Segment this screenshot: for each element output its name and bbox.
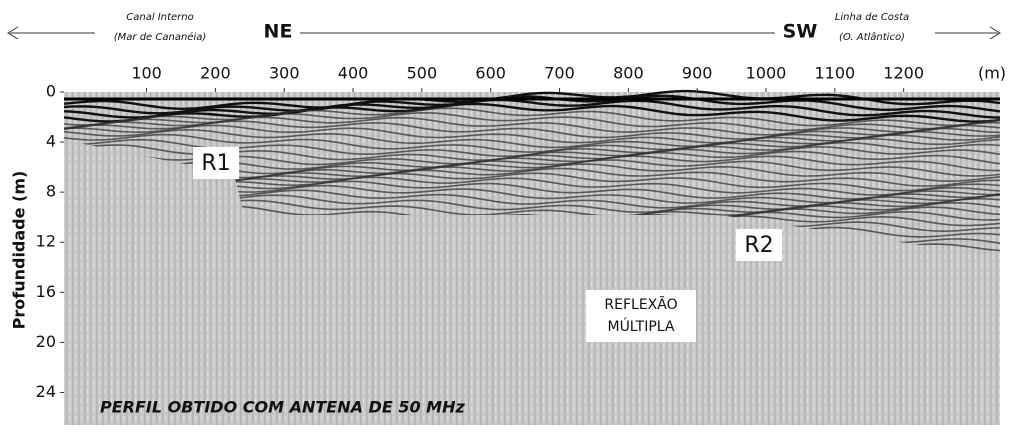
reflector <box>63 94 1001 115</box>
arrow-head <box>989 26 1001 40</box>
place-label: Canal Interno <box>126 12 193 23</box>
label-box <box>586 290 696 342</box>
x-tick-label: 1000 <box>746 64 787 83</box>
label-box <box>736 229 782 261</box>
lower-zone <box>64 140 1000 425</box>
arrow-head <box>7 26 19 40</box>
x-tick-label: 500 <box>407 64 438 83</box>
x-tick-label: 1100 <box>814 64 855 83</box>
direction-label: SW <box>783 21 818 43</box>
x-tick-label: 300 <box>269 64 300 83</box>
y-tick-label: 4 <box>46 132 56 151</box>
y-tick-label: 24 <box>36 382 56 401</box>
y-tick-label: 16 <box>36 282 56 301</box>
reflector <box>63 98 1001 119</box>
annotation: R1 <box>201 151 230 176</box>
reflector <box>63 124 1001 144</box>
reflector <box>63 120 1001 140</box>
x-unit: (m) <box>978 64 1006 83</box>
x-tick-label: 900 <box>682 64 713 83</box>
y-tick-label: 0 <box>46 82 56 101</box>
reflector <box>63 102 1001 123</box>
label-box <box>193 147 239 179</box>
y-axis-label: Profundidade (m) <box>10 171 29 330</box>
place-label: Linha de Costa <box>835 12 909 23</box>
x-tick-label: 800 <box>613 64 644 83</box>
x-tick-label: 400 <box>338 64 369 83</box>
chart-title: PERFIL OBTIDO COM ANTENA DE 50 MHz <box>100 398 465 417</box>
reflectors <box>63 89 1001 425</box>
x-tick-label: 100 <box>131 64 162 83</box>
reflector <box>63 89 1001 111</box>
y-tick-label: 8 <box>46 182 56 201</box>
reflector <box>63 107 1001 127</box>
annotation: R2 <box>744 233 773 258</box>
annotation: REFLEXÃO <box>604 296 677 313</box>
direction-label: NE <box>264 21 293 43</box>
x-tick-label: 700 <box>544 64 575 83</box>
x-tick-label: 200 <box>200 64 231 83</box>
y-tick-label: 20 <box>36 332 56 351</box>
place-label: (Mar de Cananéia) <box>114 31 207 43</box>
annotation: MÚLTIPLA <box>607 317 674 335</box>
place-label: (O. Atlântico) <box>839 31 905 43</box>
y-tick-label: 12 <box>36 232 56 251</box>
x-tick-label: 1200 <box>883 64 924 83</box>
x-tick-label: 600 <box>475 64 506 83</box>
